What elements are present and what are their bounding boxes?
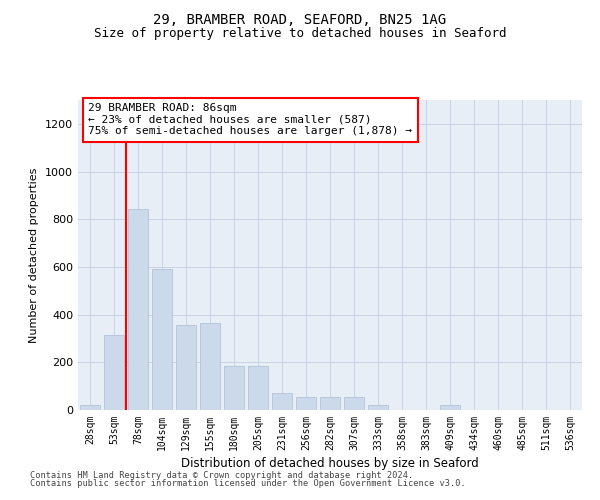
Text: 29 BRAMBER ROAD: 86sqm
← 23% of detached houses are smaller (587)
75% of semi-de: 29 BRAMBER ROAD: 86sqm ← 23% of detached…: [88, 103, 412, 136]
Text: Contains HM Land Registry data © Crown copyright and database right 2024.: Contains HM Land Registry data © Crown c…: [30, 471, 413, 480]
Bar: [320, 397, 340, 410]
Text: Size of property relative to detached houses in Seaford: Size of property relative to detached ho…: [94, 28, 506, 40]
Bar: [344, 397, 364, 410]
Bar: [152, 270, 172, 410]
Bar: [128, 208, 148, 410]
Text: Contains public sector information licensed under the Open Government Licence v3: Contains public sector information licen…: [30, 478, 466, 488]
Y-axis label: Number of detached properties: Number of detached properties: [29, 168, 40, 342]
Bar: [296, 397, 316, 410]
Bar: [272, 394, 292, 410]
X-axis label: Distribution of detached houses by size in Seaford: Distribution of detached houses by size …: [181, 457, 479, 470]
Bar: [176, 326, 196, 410]
Bar: [248, 366, 268, 410]
Bar: [104, 335, 124, 410]
Bar: [368, 405, 388, 410]
Bar: [80, 405, 100, 410]
Bar: [224, 366, 244, 410]
Text: 29, BRAMBER ROAD, SEAFORD, BN25 1AG: 29, BRAMBER ROAD, SEAFORD, BN25 1AG: [154, 12, 446, 26]
Bar: [440, 405, 460, 410]
Bar: [200, 323, 220, 410]
